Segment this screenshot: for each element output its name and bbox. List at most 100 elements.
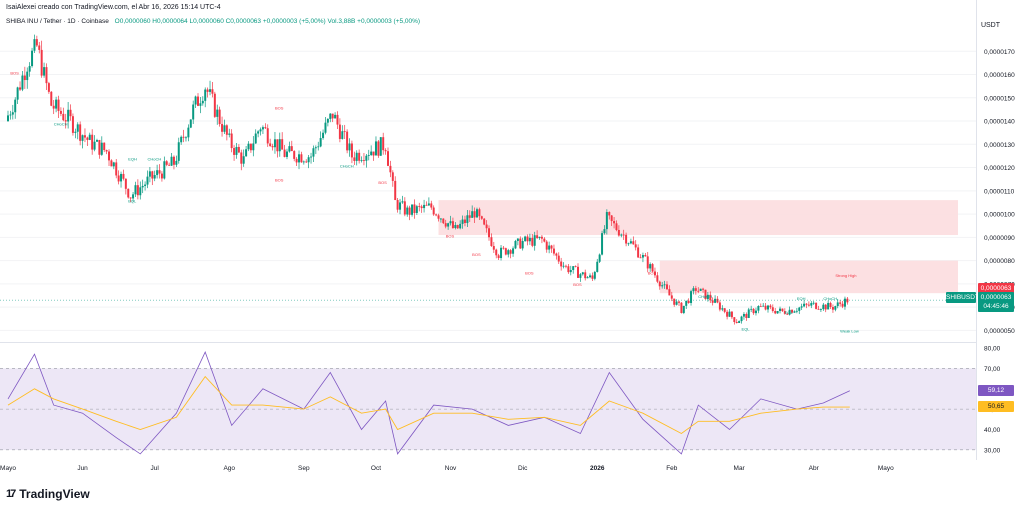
tradingview-logo[interactable]: 17 TradingView (6, 487, 90, 501)
candle-body[interactable] (182, 136, 185, 138)
candle-body[interactable] (454, 225, 457, 229)
candle-body[interactable] (752, 308, 755, 314)
candle-body[interactable] (209, 89, 212, 92)
candle-body[interactable] (151, 171, 154, 179)
candle-body[interactable] (423, 204, 426, 209)
candle-body[interactable] (836, 302, 839, 307)
candle-body[interactable] (627, 243, 630, 245)
candle-body[interactable] (249, 143, 252, 151)
candle-body[interactable] (108, 151, 111, 161)
candle-body[interactable] (733, 317, 736, 323)
candle-body[interactable] (170, 156, 173, 166)
candle-body[interactable] (704, 289, 707, 300)
candle-body[interactable] (374, 141, 377, 156)
candle-body[interactable] (213, 93, 216, 117)
candle-body[interactable] (697, 290, 700, 292)
candle-body[interactable] (165, 161, 168, 165)
candle-body[interactable] (620, 234, 623, 236)
candle-body[interactable] (360, 160, 363, 161)
candle-body[interactable] (389, 165, 392, 173)
candle-body[interactable] (538, 236, 541, 239)
candle-body[interactable] (485, 224, 488, 229)
candle-body[interactable] (834, 306, 837, 310)
candle-body[interactable] (716, 298, 719, 303)
candle-body[interactable] (504, 248, 507, 255)
candle-body[interactable] (579, 274, 582, 278)
candle-body[interactable] (312, 148, 315, 157)
candle-body[interactable] (324, 122, 327, 133)
symbol-legend[interactable]: SHIBA INU / Tether · 1D · Coinbase O0,00… (6, 18, 420, 25)
candle-body[interactable] (235, 146, 238, 155)
candle-body[interactable] (730, 311, 733, 318)
candle-body[interactable] (687, 300, 690, 303)
candle-body[interactable] (786, 313, 789, 315)
candle-body[interactable] (76, 124, 79, 132)
candle-body[interactable] (384, 150, 387, 152)
candle-body[interactable] (403, 201, 406, 215)
candle-body[interactable] (194, 96, 197, 105)
candle-body[interactable] (507, 250, 510, 255)
candle-body[interactable] (497, 255, 500, 259)
candle-body[interactable] (653, 271, 656, 276)
candle-body[interactable] (721, 308, 724, 310)
candle-body[interactable] (449, 221, 452, 224)
candle-body[interactable] (461, 219, 464, 224)
candle-body[interactable] (471, 211, 474, 218)
candle-body[interactable] (329, 113, 332, 119)
candle-body[interactable] (735, 322, 738, 324)
symbol-name[interactable]: SHIBA INU / Tether · 1D · Coinbase (6, 18, 109, 25)
candle-body[interactable] (100, 142, 103, 155)
candle-body[interactable] (233, 148, 236, 155)
candle-body[interactable] (129, 197, 132, 199)
candle-body[interactable] (798, 307, 801, 311)
candle-body[interactable] (437, 215, 440, 219)
candle-body[interactable] (540, 236, 543, 239)
candle-body[interactable] (651, 264, 654, 272)
candle-body[interactable] (718, 302, 721, 310)
candle-body[interactable] (711, 300, 714, 303)
candle-body[interactable] (83, 135, 86, 138)
candle-body[interactable] (382, 137, 385, 151)
candle-body[interactable] (305, 161, 308, 163)
candle-body[interactable] (172, 156, 175, 165)
candle-body[interactable] (747, 309, 750, 318)
candle-body[interactable] (769, 305, 772, 308)
candle-body[interactable] (283, 149, 286, 157)
candle-body[interactable] (545, 241, 548, 250)
candle-body[interactable] (795, 310, 798, 312)
candle-body[interactable] (254, 133, 257, 144)
candle-body[interactable] (533, 235, 536, 246)
candle-body[interactable] (69, 109, 72, 117)
candle-body[interactable] (74, 131, 77, 133)
candle-body[interactable] (28, 66, 31, 72)
candle-body[interactable] (767, 305, 769, 310)
candle-body[interactable] (819, 309, 822, 310)
candle-body[interactable] (153, 175, 156, 179)
candle-body[interactable] (103, 142, 106, 151)
candle-body[interactable] (432, 207, 435, 215)
candle-body[interactable] (43, 67, 46, 76)
candle-body[interactable] (478, 209, 481, 217)
candle-body[interactable] (776, 310, 779, 314)
candle-body[interactable] (668, 289, 671, 296)
candle-body[interactable] (586, 277, 589, 279)
candle-body[interactable] (187, 127, 190, 138)
candle-body[interactable] (723, 308, 726, 312)
candle-body[interactable] (156, 170, 159, 176)
candle-body[interactable] (105, 150, 108, 152)
candle-body[interactable] (314, 147, 317, 149)
candle-body[interactable] (278, 139, 281, 152)
candle-body[interactable] (67, 109, 70, 122)
candle-body[interactable] (726, 311, 729, 317)
candle-body[interactable] (488, 228, 491, 238)
candle-body[interactable] (800, 306, 803, 308)
candle-body[interactable] (242, 156, 245, 164)
candle-body[interactable] (680, 302, 683, 313)
candle-body[interactable] (134, 185, 137, 195)
candle-body[interactable] (334, 114, 337, 119)
candle-body[interactable] (57, 99, 60, 111)
candle-body[interactable] (141, 185, 144, 188)
candle-body[interactable] (355, 152, 358, 161)
candle-body[interactable] (822, 304, 825, 310)
candle-body[interactable] (317, 146, 320, 148)
